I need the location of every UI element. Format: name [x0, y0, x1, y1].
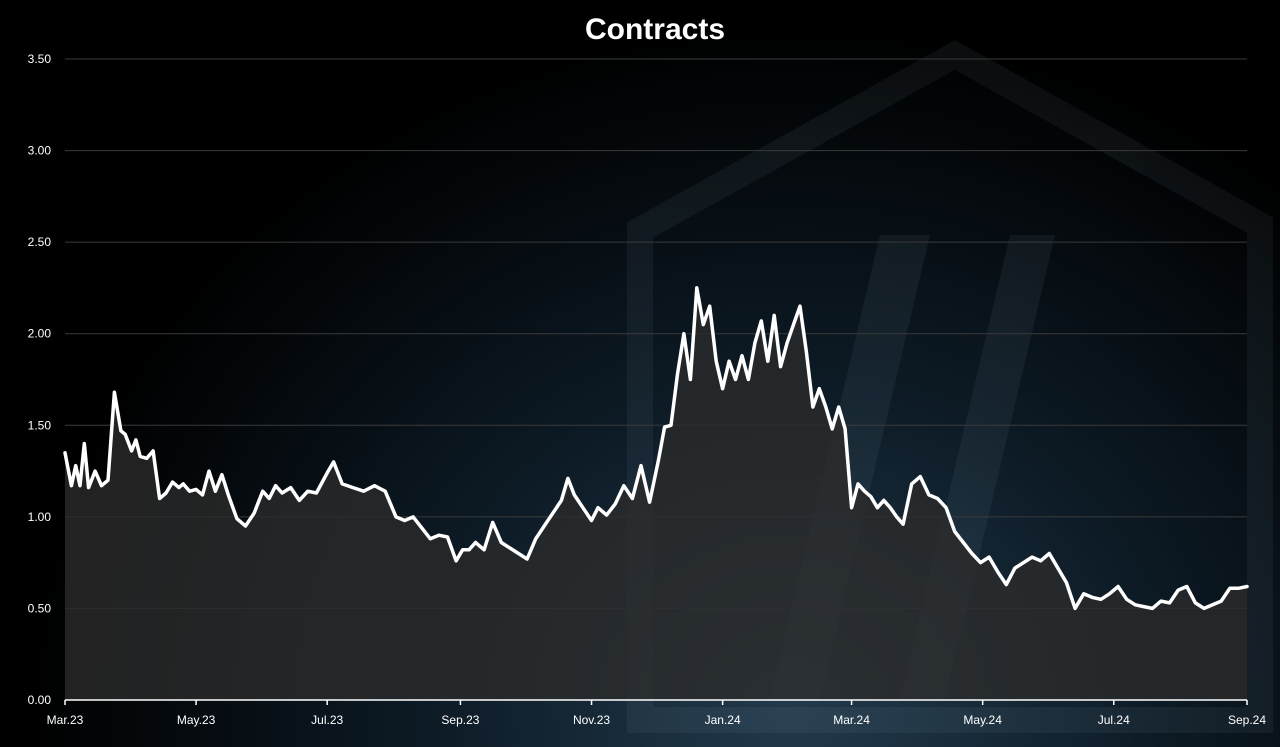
x-tick-label: Mar.23	[47, 713, 84, 727]
x-tick-label: Sep.23	[441, 713, 479, 727]
y-tick-label: 2.00	[28, 327, 52, 341]
x-tick-label: Jan.24	[705, 713, 741, 727]
y-tick-label: 0.50	[28, 601, 52, 615]
y-tick-label: 1.00	[28, 510, 52, 524]
x-tick-label: Sep.24	[1228, 713, 1266, 727]
x-tick-label: May.24	[963, 713, 1002, 727]
y-tick-label: 3.50	[28, 52, 52, 66]
x-tick-label: Jul.24	[1098, 713, 1130, 727]
x-tick-label: May.23	[177, 713, 216, 727]
x-tick-label: Jul.23	[311, 713, 343, 727]
y-tick-label: 3.00	[28, 144, 52, 158]
y-tick-label: 2.50	[28, 235, 52, 249]
x-tick-label: Nov.23	[573, 713, 610, 727]
series-line	[63, 286, 1249, 611]
x-tick-label: Mar.24	[833, 713, 870, 727]
y-tick-label: 0.00	[28, 693, 52, 707]
chart-title: Contracts	[585, 13, 725, 46]
series-area-fill	[65, 287, 1247, 700]
y-tick-label: 1.50	[28, 418, 52, 432]
